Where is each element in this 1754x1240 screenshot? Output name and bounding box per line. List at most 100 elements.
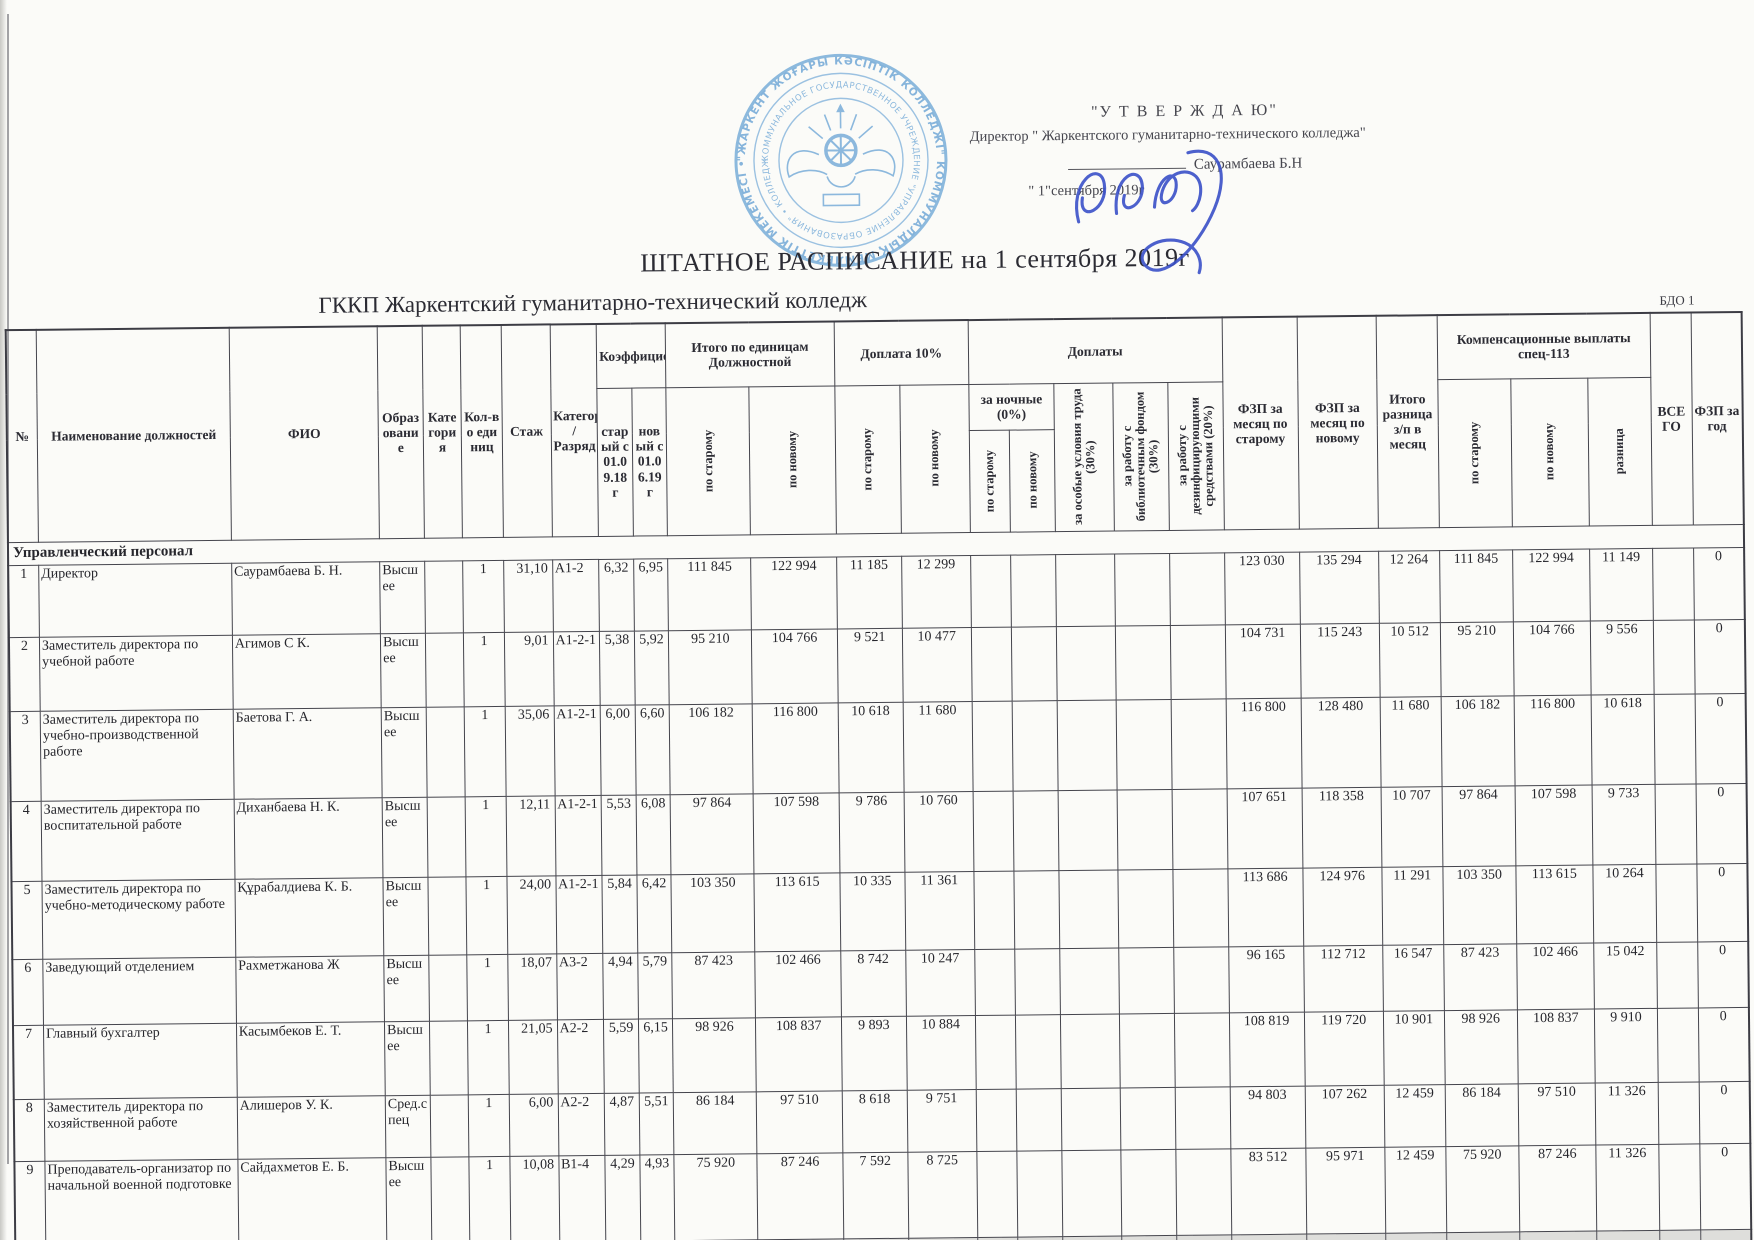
col-disinfectants: за работу с дезинфицирующими средствами … — [1167, 381, 1224, 530]
cell-r1-c15 — [1010, 554, 1057, 627]
cell-r2-c9: 5,92 — [634, 630, 670, 705]
cell-r7-c23: 108 837 — [1517, 1008, 1596, 1084]
cell-r8-c20: 107 262 — [1304, 1084, 1385, 1148]
cell-r2-c15 — [1011, 626, 1058, 701]
cell-r8-c15 — [1016, 1088, 1062, 1151]
group-doplaty: Доплаты — [967, 317, 1223, 385]
official-seal-stamp: "ЖАРКЕНТ ЖОҒАРЫ КӘСІПТІК КОЛЛЕДЖІ" КОММУ… — [730, 49, 948, 267]
cell-r3-c26: 0 — [1694, 692, 1747, 784]
cell-r4-c25 — [1654, 783, 1697, 864]
cell-r6-c0: 6 — [12, 958, 44, 1026]
cell-r7-c8: 5,59 — [603, 1018, 639, 1093]
cell-r2-c5: 1 — [463, 631, 506, 707]
cell-r5-c11: 113 615 — [754, 872, 841, 952]
cell-r1-c24: 11 149 — [1589, 547, 1654, 621]
cell-r2-c6: 9,01 — [504, 631, 554, 706]
document-subtitle: ГККП Жаркентский гуманитарно-технический… — [318, 287, 868, 318]
table-header: № Наименование должностей ФИО Образовани… — [5, 311, 1744, 543]
cell-r2-c22: 95 210 — [1440, 621, 1514, 697]
cell-r5-c4 — [427, 876, 468, 955]
vertical-label: по старому — [700, 429, 716, 493]
cell-r9-c18 — [1175, 1148, 1232, 1235]
cell-r4-c23: 107 598 — [1514, 784, 1593, 866]
vertical-label: по новому — [784, 431, 800, 489]
cell-r1-c5: 1 — [462, 559, 505, 633]
seal-emblem-icon — [786, 103, 896, 207]
cell-r9-c1: Преподаватель-организатор по начальной в… — [44, 1158, 239, 1240]
cell-r1-c23: 122 994 — [1512, 548, 1591, 622]
cell-r2-c14 — [971, 626, 1013, 702]
cell-r8-c23: 97 510 — [1517, 1082, 1596, 1146]
cell-r7-c16 — [1060, 1013, 1121, 1089]
cell-r8-c9: 5,51 — [638, 1092, 675, 1155]
cell-r8-c1: Заместитель директора по хозяйственной р… — [44, 1096, 238, 1161]
cell-r9-c17 — [1120, 1148, 1177, 1236]
cell-r4-c21: 10 707 — [1380, 786, 1443, 867]
col-comp-new: по новому — [1510, 377, 1590, 527]
cell-r3-c17 — [1116, 698, 1172, 790]
cell-r5-c20: 124 976 — [1302, 866, 1383, 946]
cell-r5-c24: 10 264 — [1592, 863, 1657, 943]
cell-r6-c13: 10 247 — [905, 949, 976, 1016]
cell-r6-c2: Рахметжанова Ж — [235, 955, 385, 1023]
col-vsego: ВСЕГО — [1650, 312, 1693, 525]
col-night-new: по новому — [1009, 429, 1056, 532]
cell-r2-c13: 10 477 — [902, 627, 972, 702]
scan-edge-line — [7, 14, 9, 1164]
cell-r3-c10: 106 182 — [669, 703, 754, 795]
cell-r9-c5: 1 — [469, 1155, 511, 1240]
cell-r8-c10: 86 184 — [673, 1091, 758, 1155]
col-experience: Стаж — [501, 324, 552, 537]
cell-r5-c6: 24,00 — [506, 875, 557, 954]
cell-r1-c12: 11 185 — [836, 555, 903, 629]
cell-r7-c1: Главный бухгалтер — [43, 1022, 238, 1099]
cell-r4-c14 — [972, 790, 1015, 872]
group-compensation: Компенсационные выплаты спец-113 — [1436, 312, 1651, 380]
vertical-label: за работу с библиотечным фондом (30%) — [1119, 391, 1161, 522]
cell-r6-c5: 1 — [467, 953, 509, 1021]
col-category: Категория — [421, 325, 463, 538]
col-comp-raznica: разница — [1587, 376, 1653, 526]
vertical-label: по старому — [981, 449, 997, 513]
cell-r8-c24: 11 326 — [1595, 1081, 1659, 1145]
cell-r9-c12: 7 592 — [842, 1151, 909, 1239]
cell-r4-c8: 5,53 — [601, 794, 637, 875]
cell-r8-c14 — [975, 1088, 1018, 1152]
cell-r8-c11: 97 510 — [756, 1090, 843, 1154]
cell-r5-c10: 103 350 — [671, 873, 756, 953]
cell-r2-c8: 5,38 — [599, 630, 635, 705]
cell-r2-c26: 0 — [1693, 618, 1746, 694]
cell-r7-c22: 98 926 — [1444, 1009, 1518, 1085]
vertical-label: за работу с дезинфицирующими средствами … — [1174, 396, 1216, 515]
cell-r4-c18 — [1171, 788, 1228, 869]
cell-r4-c10: 97 864 — [670, 793, 755, 875]
cell-r4-c24: 9 733 — [1592, 783, 1656, 865]
vertical-label: по новому — [926, 429, 942, 488]
cell-r8-c2: Алишеров У. К. — [237, 1095, 386, 1159]
cell-r5-c8: 5,84 — [602, 874, 638, 953]
col-units: Кол-во единиц — [460, 324, 504, 538]
vertical-label: по новому — [1542, 423, 1557, 481]
col-itogo-old: по старому — [666, 386, 751, 536]
cell-r8-c7: А2-2 — [557, 1092, 606, 1156]
cell-r7-c26: 0 — [1697, 1006, 1750, 1082]
cell-r3-c20: 128 480 — [1300, 696, 1381, 788]
cell-r1-c17 — [1114, 552, 1171, 626]
cell-r5-c5: 1 — [466, 875, 508, 955]
clipped-cell — [1231, 1233, 1307, 1240]
cell-r9-c16 — [1061, 1149, 1122, 1237]
table-body: Управленческий персонал 1 Директор Саурамб… — [7, 523, 1752, 1240]
cell-r5-c2: Құрабалдиева К. Б. — [234, 877, 384, 957]
cell-r9-c14 — [976, 1150, 1019, 1238]
cell-r2-c0: 2 — [8, 636, 41, 712]
cell-r2-c20: 115 243 — [1300, 622, 1380, 698]
cell-r4-c13: 10 760 — [903, 791, 974, 872]
clipped-cell — [1018, 1236, 1063, 1240]
cell-r7-c10: 98 926 — [672, 1017, 757, 1093]
cell-r6-c9: 5,79 — [637, 952, 673, 1019]
cell-r3-c21: 11 680 — [1379, 696, 1442, 787]
cell-r6-c4 — [428, 954, 468, 1021]
col-fzp-month-old: ФЗП за месяц по старому — [1221, 316, 1300, 530]
cell-r7-c3: Высшее — [384, 1020, 430, 1096]
